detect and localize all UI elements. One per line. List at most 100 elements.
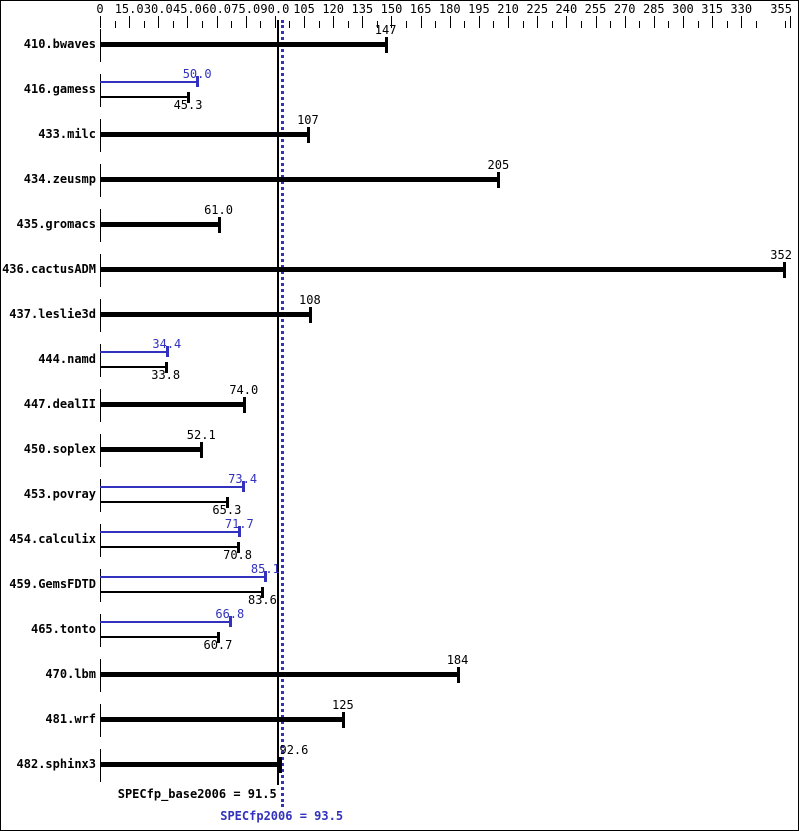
base-value-label: 61.0 xyxy=(204,203,233,217)
x-axis-minor-tick xyxy=(406,21,407,28)
x-axis-major-tick xyxy=(304,16,305,28)
x-axis-major-tick xyxy=(654,16,655,28)
base-bar xyxy=(100,717,343,722)
base-bar-cap xyxy=(278,757,282,773)
base-value-label: 184 xyxy=(446,653,469,667)
base-value-label: 147 xyxy=(374,23,397,37)
base-bar xyxy=(100,636,218,638)
base-bar-cap xyxy=(308,307,312,323)
peak-bar-cap xyxy=(196,76,200,87)
base-bar-cap xyxy=(341,712,345,728)
x-axis-minor-tick xyxy=(144,21,145,28)
base-bar xyxy=(100,366,166,368)
base-bar-cap xyxy=(261,587,265,598)
peak-value-label: 73.4 xyxy=(228,472,258,486)
base-bar xyxy=(100,447,202,452)
x-axis-tick-label: 255 xyxy=(584,2,607,16)
x-axis-tick-label: 135 xyxy=(351,2,374,16)
x-axis-tick-label: 105 xyxy=(293,2,315,16)
benchmark-label: 459.GemsFDTD xyxy=(9,577,96,591)
x-axis-tick-label: 180 xyxy=(438,2,461,16)
x-axis-tick-label: 30.0 xyxy=(143,2,173,16)
benchmark-label: 470.lbm xyxy=(45,667,96,681)
x-axis-tick-label: 60.0 xyxy=(202,2,232,16)
x-axis-tick-label: 240 xyxy=(555,2,578,16)
base-bar xyxy=(100,672,458,677)
x-axis-major-tick xyxy=(790,16,791,28)
base-bar xyxy=(100,591,263,593)
base-value-label: 45.3 xyxy=(173,98,203,112)
x-axis-major-tick xyxy=(187,16,188,28)
x-axis-tick-label: 270 xyxy=(613,2,636,16)
x-axis-tick-label: 210 xyxy=(497,2,519,16)
x-axis-major-tick xyxy=(100,16,101,28)
x-axis-tick-label: 150 xyxy=(380,2,403,16)
x-axis-major-tick xyxy=(596,16,597,28)
x-axis-minor-tick xyxy=(377,21,378,28)
x-axis-minor-tick xyxy=(756,21,757,28)
base-bar xyxy=(100,402,244,407)
benchmark-label: 454.calculix xyxy=(9,532,96,546)
x-axis-major-tick xyxy=(537,16,538,28)
base-value-label: 352 xyxy=(770,248,792,262)
x-axis-major-tick xyxy=(450,16,451,28)
x-axis-minor-tick xyxy=(523,21,524,28)
base-bar xyxy=(100,96,189,98)
x-axis-minor-tick xyxy=(464,21,465,28)
x-axis-major-tick xyxy=(333,16,334,28)
x-axis-minor-tick xyxy=(639,21,640,28)
x-axis-major-tick xyxy=(421,16,422,28)
x-axis-minor-tick xyxy=(173,21,174,28)
base-bar xyxy=(100,501,227,503)
peak-bar xyxy=(100,531,240,533)
x-axis-minor-tick xyxy=(668,21,669,28)
benchmark-label: 410.bwaves xyxy=(23,37,96,51)
x-axis-tick-label: 165 xyxy=(409,2,432,16)
row-origin-line xyxy=(100,569,101,602)
x-axis-tick-label: 300 xyxy=(672,2,694,16)
x-axis-tick-label: 90.0 xyxy=(260,2,290,16)
x-axis-minor-tick xyxy=(289,21,290,28)
base-value-label: 107 xyxy=(297,113,319,127)
base-bar-cap xyxy=(217,217,221,233)
peak-value-label: 71.7 xyxy=(224,517,254,531)
x-axis-tick-label: 315 xyxy=(701,2,723,16)
base-bar-cap xyxy=(200,442,204,458)
x-axis-major-tick xyxy=(683,16,684,28)
x-axis-minor-tick xyxy=(319,21,320,28)
peak-bar xyxy=(100,81,198,83)
base-mean-label: SPECfp_base2006 = 91.5 xyxy=(117,787,277,801)
base-bar-cap xyxy=(187,92,191,103)
base-value-label: 65.3 xyxy=(212,503,242,517)
x-axis-minor-tick xyxy=(435,21,436,28)
x-axis-major-tick xyxy=(479,16,480,28)
benchmark-label: 481.wrf xyxy=(45,712,96,726)
peak-value-label: 66.8 xyxy=(215,607,245,621)
x-axis-minor-tick xyxy=(727,21,728,28)
base-bar-cap xyxy=(306,127,310,143)
x-axis-major-tick xyxy=(158,16,159,28)
peak-bar-cap xyxy=(264,571,268,582)
peak-bar xyxy=(100,486,243,488)
x-axis-minor-tick xyxy=(698,21,699,28)
peak-bar-cap xyxy=(165,346,169,357)
x-axis-minor-tick xyxy=(260,21,261,28)
peak-bar xyxy=(100,621,230,623)
base-bar-cap xyxy=(164,362,168,373)
peak-bar xyxy=(100,576,266,578)
base-bar-cap xyxy=(242,397,246,413)
x-axis-tick-label: 0 xyxy=(96,2,104,16)
base-value-label: 125 xyxy=(332,698,354,712)
base-bar xyxy=(100,42,386,47)
base-bar-cap xyxy=(783,262,786,278)
base-value-label: 74.0 xyxy=(229,383,259,397)
base-bar xyxy=(100,177,499,182)
x-axis-major-tick xyxy=(625,16,626,28)
benchmark-label: 482.sphinx3 xyxy=(16,757,96,771)
base-value-label: 205 xyxy=(487,158,510,172)
x-axis-major-tick xyxy=(129,16,130,28)
x-axis-minor-tick xyxy=(493,21,494,28)
base-bar xyxy=(100,312,310,317)
x-axis-minor-tick xyxy=(610,21,611,28)
x-axis-minor-tick xyxy=(202,21,203,28)
